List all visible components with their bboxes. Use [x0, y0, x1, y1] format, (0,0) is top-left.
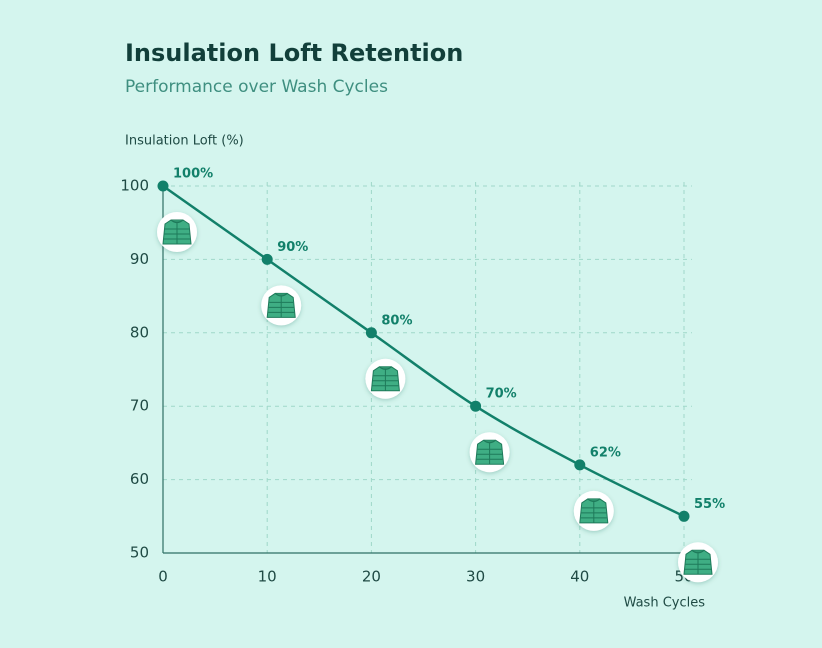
jacket-icon: [470, 432, 510, 472]
jacket-icon: [678, 542, 718, 582]
y-tick-label: 90: [130, 250, 149, 268]
point: [470, 400, 482, 412]
x-tick-label: 40: [570, 568, 589, 586]
x-tick-label: 30: [466, 568, 485, 586]
jacket-icon: [261, 285, 301, 325]
x-axis-label: Wash Cycles: [624, 596, 706, 611]
y-tick-label: 100: [120, 177, 149, 195]
point: [678, 510, 690, 522]
point: [574, 459, 586, 471]
jacket-icon: [365, 359, 405, 399]
chart-title: Insulation Loft Retention: [125, 39, 463, 67]
data-label: 62%: [590, 445, 621, 460]
point: [157, 180, 169, 192]
point: [365, 327, 377, 339]
y-tick-label: 80: [130, 323, 149, 341]
data-label: 55%: [694, 497, 725, 512]
y-tick-label: 50: [130, 544, 149, 562]
jacket-icon: [574, 491, 614, 531]
x-tick-label: 20: [362, 568, 381, 586]
jacket-icon: [157, 212, 197, 252]
data-label: 90%: [277, 240, 308, 255]
data-label: 100%: [173, 167, 213, 182]
data-label: 70%: [486, 387, 517, 402]
y-tick-label: 70: [130, 397, 149, 415]
x-tick-label: 0: [158, 568, 168, 586]
chart-subtitle: Performance over Wash Cycles: [125, 77, 388, 97]
point: [261, 253, 273, 265]
line: [162, 184, 685, 518]
data-label: 80%: [381, 313, 412, 328]
x-tick-label: 10: [258, 568, 277, 586]
y-axis-label: Insulation Loft (%): [125, 134, 244, 149]
y-tick-label: 60: [130, 470, 149, 488]
